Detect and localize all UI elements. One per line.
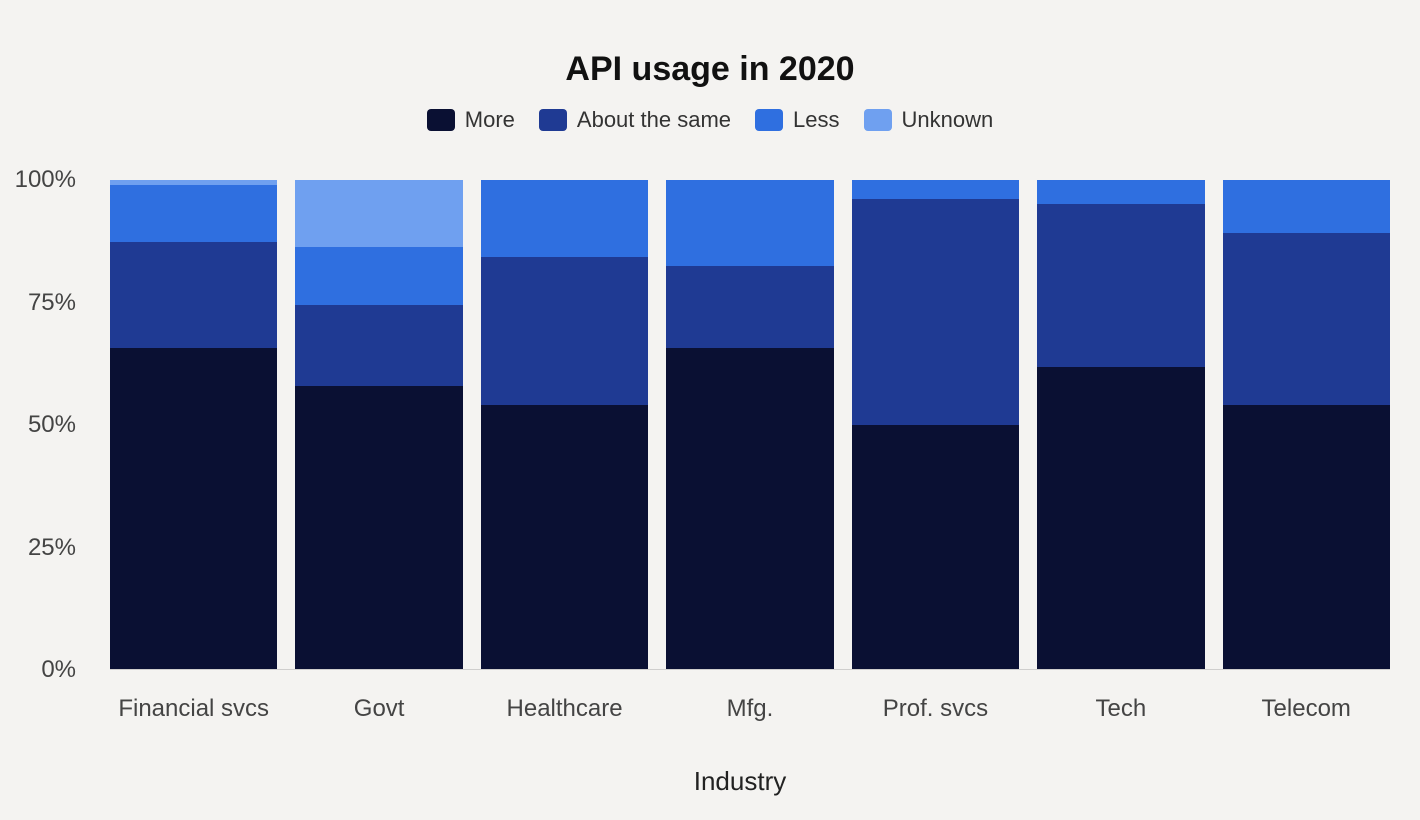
bar-segment-more [481,405,648,669]
legend-label: About the same [577,107,731,133]
bar-segment-more [852,425,1019,670]
bar-column [852,180,1019,669]
x-tick-label: Mfg. [666,694,833,724]
bar-segment-less [110,185,277,243]
x-tick-label: Tech [1037,694,1204,724]
x-tick-label: Telecom [1223,694,1390,724]
legend-item-unk: Unknown [864,107,994,133]
y-tick: 0% [41,656,90,684]
chart-title: API usage in 2020 [0,50,1420,89]
x-tick-label: Govt [295,694,462,724]
legend-item-more: More [427,107,515,133]
x-tick-label: Prof. svcs [852,694,1019,724]
legend-swatch-less [755,109,783,131]
bar-column [666,180,833,669]
legend-swatch-same [539,109,567,131]
bar-segment-less [295,247,462,305]
legend-swatch-more [427,109,455,131]
bar-segment-same [110,242,277,347]
x-tick-label: Financial svcs [110,694,277,724]
bar-column [110,180,277,669]
bar-segment-more [666,348,833,669]
plot-area: 0%25%50%75%100% Financial svcsGovtHealth… [90,180,1390,670]
bar-segment-less [1037,180,1204,204]
bar-segment-more [295,386,462,669]
bar-segment-more [110,348,277,669]
bars-group [110,180,1390,670]
x-axis-title: Industry [90,766,1390,797]
bar-column [1223,180,1390,669]
legend-label: Unknown [902,107,994,133]
y-tick: 50% [28,411,90,439]
bar-segment-same [666,266,833,348]
bar-column [295,180,462,669]
x-axis-labels: Financial svcs Govt Healthcare Mfg. Prof. sv… [110,694,1390,724]
chart-container: API usage in 2020 More About the same Less… [0,0,1420,820]
bar-segment-same [481,257,648,406]
legend: More About the same Less Unknown [0,107,1420,133]
bar-segment-less [852,180,1019,199]
bar-segment-more [1037,367,1204,669]
bar-segment-more [1223,405,1390,669]
bar-segment-less [666,180,833,266]
legend-item-same: About the same [539,107,731,133]
bar-segment-less [1223,180,1390,233]
legend-item-less: Less [755,107,839,133]
y-tick: 25% [28,534,90,562]
bar-segment-less [481,180,648,257]
legend-label: Less [793,107,839,133]
x-tick-label: Healthcare [481,694,648,724]
bar-segment-unk [295,180,462,247]
legend-swatch-unk [864,109,892,131]
bar-segment-same [852,199,1019,424]
bar-segment-same [1037,204,1204,367]
legend-label: More [465,107,515,133]
bar-segment-same [295,305,462,387]
bar-column [1037,180,1204,669]
bar-column [481,180,648,669]
y-tick: 75% [28,289,90,317]
bar-segment-same [1223,233,1390,406]
y-tick: 100% [15,166,90,194]
